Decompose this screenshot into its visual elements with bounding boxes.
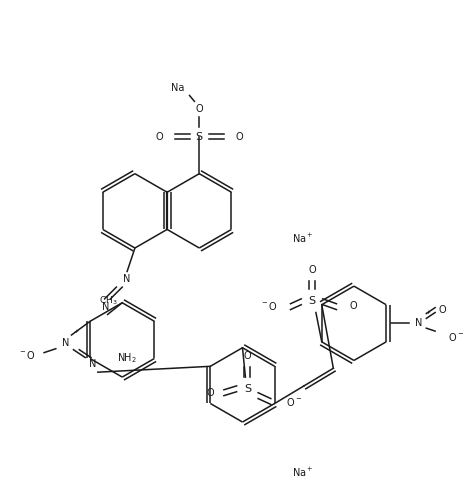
Text: S: S [195,131,202,141]
Text: N: N [123,274,131,284]
Text: N: N [102,302,109,311]
Text: O: O [206,388,213,398]
Text: N: N [414,318,421,328]
Text: O: O [437,305,445,314]
Text: O: O [195,104,203,114]
Text: N: N [89,360,96,370]
Text: NH$_2$: NH$_2$ [117,352,137,366]
Text: O$^-$: O$^-$ [286,396,302,409]
Text: O: O [348,301,356,310]
Text: N: N [62,338,69,348]
Text: $^+$: $^+$ [71,328,79,338]
Text: Na: Na [171,83,184,93]
Text: S: S [308,296,315,306]
Text: CH$_3$: CH$_3$ [99,295,117,307]
Text: Na$^+$: Na$^+$ [292,232,313,245]
Text: O: O [155,131,163,141]
Text: O: O [235,131,243,141]
Text: O: O [243,351,250,361]
Text: O: O [307,264,315,274]
Text: O$^-$: O$^-$ [447,331,463,343]
Text: S: S [243,384,250,394]
Text: $^+$: $^+$ [424,309,431,318]
Text: $^-$O: $^-$O [18,349,35,361]
Text: Na$^+$: Na$^+$ [292,466,313,480]
Text: $^-$O: $^-$O [259,300,277,311]
